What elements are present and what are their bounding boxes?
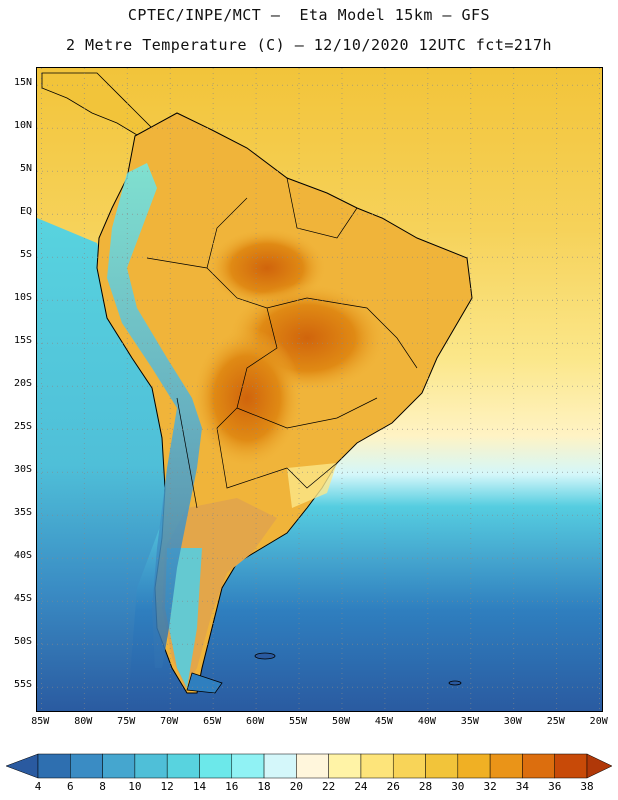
colorbar-tick-label: 32 (483, 780, 497, 793)
temperature-map (37, 68, 602, 711)
colorbar-arrow-low (5, 753, 39, 779)
lat-label-20s: 20S (13, 378, 32, 390)
lon-label-20w: 20W (589, 716, 608, 727)
colorbar-tick-label: 24 (354, 780, 368, 793)
lat-label-15n: 15N (13, 77, 32, 89)
lat-label-30s: 30S (13, 464, 32, 476)
lat-label-55s: 55S (13, 679, 32, 691)
colorbar-arrow-high (586, 753, 613, 779)
andes-ridge (107, 163, 202, 668)
lon-label-35w: 35W (460, 716, 479, 727)
colorbar-cell (134, 753, 168, 779)
colorbar-tick-label: 14 (192, 780, 207, 793)
map-subtitle: 2 Metre Temperature (C) – 12/10/2020 12U… (65, 36, 553, 54)
colorbar-cell (70, 753, 103, 779)
lon-label-50w: 50W (331, 716, 350, 727)
map-title: CPTEC/INPE/MCT – Eta Model 15km – GFS (127, 6, 491, 24)
colorbar-cell (522, 753, 555, 779)
colorbar (5, 753, 613, 779)
colorbar-tick-label: 34 (515, 780, 530, 793)
lat-label-eq: EQ (19, 206, 32, 218)
colorbar-cell (457, 753, 491, 779)
lon-label-85w: 85W (31, 716, 50, 727)
colorbar-tick-label: 20 (289, 780, 303, 793)
colorbar-cell (360, 753, 394, 779)
lat-label-45s: 45S (13, 593, 32, 605)
map-panel (36, 67, 603, 712)
lat-label-35s: 35S (13, 507, 32, 519)
lat-label-10n: 10N (13, 120, 32, 132)
lon-label-75w: 75W (117, 716, 136, 727)
lon-label-60w: 60W (246, 716, 265, 727)
colorbar-tick-label: 36 (548, 780, 562, 793)
south-georgia (448, 680, 462, 686)
colorbar-cell (425, 753, 459, 779)
falkland-islands (254, 652, 276, 660)
central-america (41, 72, 153, 139)
hot-core-chaco (192, 328, 302, 468)
colorbar-cell (37, 753, 71, 779)
colorbar-tick-label: 30 (451, 780, 465, 793)
lon-label-80w: 80W (74, 716, 93, 727)
colorbar-cell (263, 753, 297, 779)
lon-label-55w: 55W (288, 716, 308, 727)
lon-label-40w: 40W (417, 716, 436, 727)
colorbar-cell (199, 753, 233, 779)
lat-label-40s: 40S (13, 550, 32, 562)
lat-label-25s: 25S (13, 421, 32, 433)
colorbar-tick-label: 8 (99, 780, 106, 793)
lat-label-15s: 15S (13, 335, 32, 347)
lon-label-30w: 30W (503, 716, 522, 727)
colorbar-cell (554, 753, 588, 779)
colorbar-tick-label: 12 (160, 780, 174, 793)
uruguay-region (287, 463, 337, 508)
colorbar-tick-label: 22 (322, 780, 336, 793)
colorbar-tick-label: 6 (66, 780, 74, 793)
lon-label-25w: 25W (546, 716, 565, 727)
colorbar-tick-label: 28 (418, 780, 433, 793)
colorbar-cell (392, 753, 426, 779)
lat-label-10s: 10S (13, 292, 32, 304)
lon-label-45w: 45W (374, 716, 393, 727)
country-borders (146, 177, 418, 509)
colorbar-cell (328, 753, 362, 779)
colorbar-cell (231, 753, 265, 779)
colorbar-tick-label: 26 (386, 780, 400, 793)
colorbar-tick-label: 18 (257, 780, 271, 793)
lat-label-5s: 5S (19, 249, 32, 261)
lat-label-50s: 50S (13, 636, 32, 648)
colorbar-cell (489, 753, 523, 779)
colorbar-tick-label: 38 (580, 780, 594, 793)
colorbar-cell (296, 753, 329, 779)
lon-label-70w: 70W (160, 716, 179, 727)
lat-label-5n: 5N (19, 163, 32, 175)
lon-label-65w: 65W (203, 716, 222, 727)
colorbar-tick-label: 16 (225, 780, 239, 793)
colorbar-tick-label: 4 (34, 780, 42, 793)
colorbar-cell (166, 753, 200, 779)
colorbar-cell (102, 753, 136, 779)
colorbar-tick-label: 10 (128, 780, 142, 793)
